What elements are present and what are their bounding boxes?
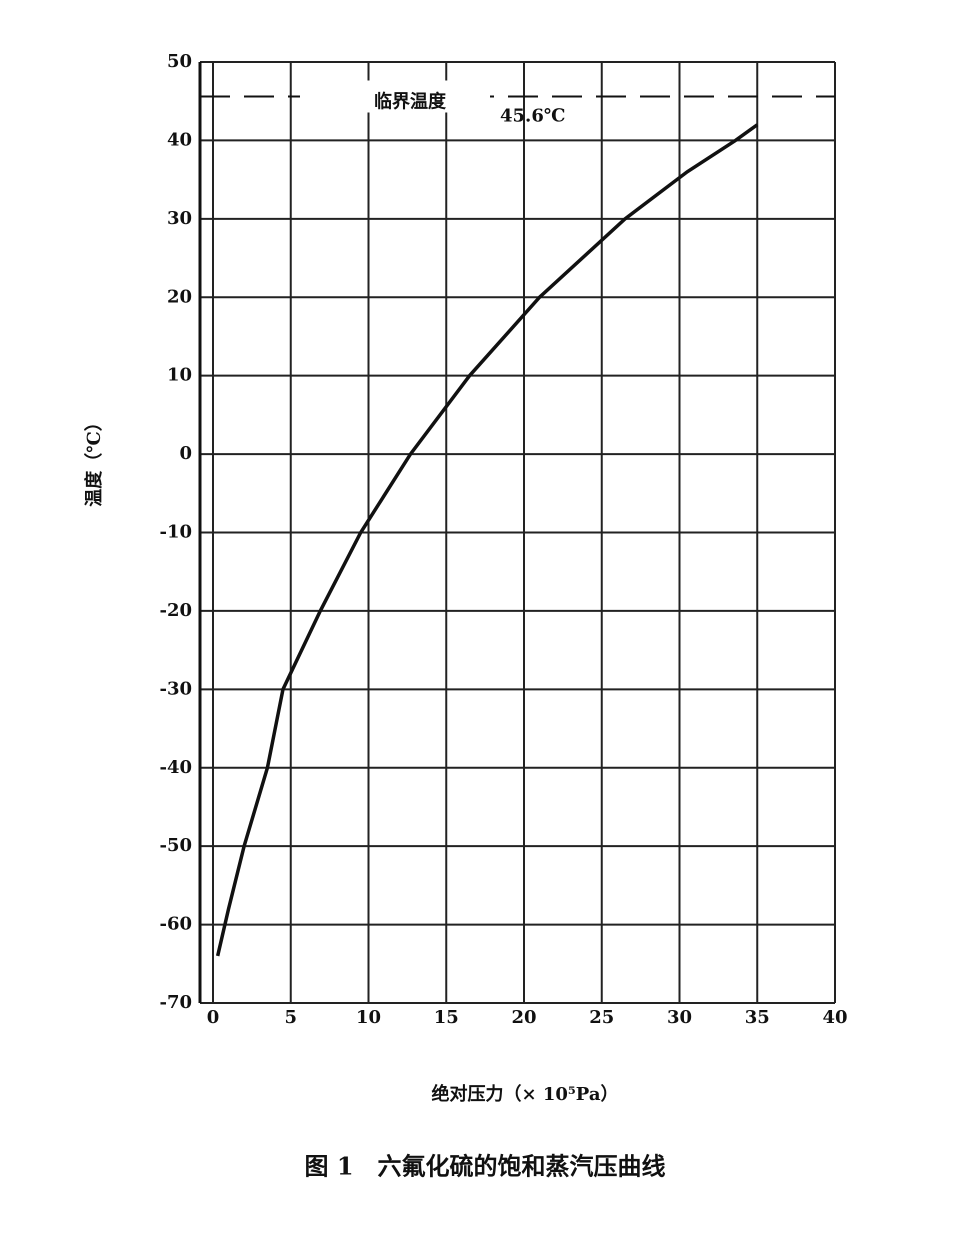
y-tick-label: 40 <box>167 129 192 150</box>
y-tick-label: -70 <box>159 992 192 1013</box>
x-tick-label: 40 <box>822 1007 847 1028</box>
x-tick-label: 25 <box>589 1007 614 1028</box>
label-bg <box>300 80 490 113</box>
y-tick-label: -30 <box>159 678 192 699</box>
y-tick-label: 30 <box>167 208 192 229</box>
x-axis-label: 绝对压力（× 10⁵Pa） <box>432 1083 619 1105</box>
x-tick-label: 30 <box>667 1007 692 1028</box>
critical-value: 45.6℃ <box>500 106 565 127</box>
x-tick-label: 15 <box>434 1007 459 1028</box>
y-tick-label: -50 <box>159 835 192 856</box>
y-tick-label: -40 <box>159 757 192 778</box>
caption: 图 1 六氟化硫的饱和蒸汽压曲线 <box>304 1152 665 1181</box>
x-tick-label: 5 <box>284 1007 297 1028</box>
y-tick-label: -10 <box>159 522 192 543</box>
y-tick-label: 10 <box>167 365 192 386</box>
x-tick-label: 35 <box>745 1007 770 1028</box>
y-tick-label: -60 <box>159 914 192 935</box>
y-tick-label: 0 <box>179 443 192 464</box>
y-axis-label: 温度（℃） <box>83 413 105 507</box>
x-tick-label: 10 <box>356 1007 381 1028</box>
y-tick-label: -20 <box>159 600 192 621</box>
y-tick-label: 50 <box>167 51 192 72</box>
y-tick-label: 20 <box>167 286 192 307</box>
critical-label: 临界温度 <box>374 91 447 113</box>
x-tick-label: 0 <box>207 1007 220 1028</box>
x-tick-label: 20 <box>511 1007 536 1028</box>
curve <box>215 123 759 957</box>
